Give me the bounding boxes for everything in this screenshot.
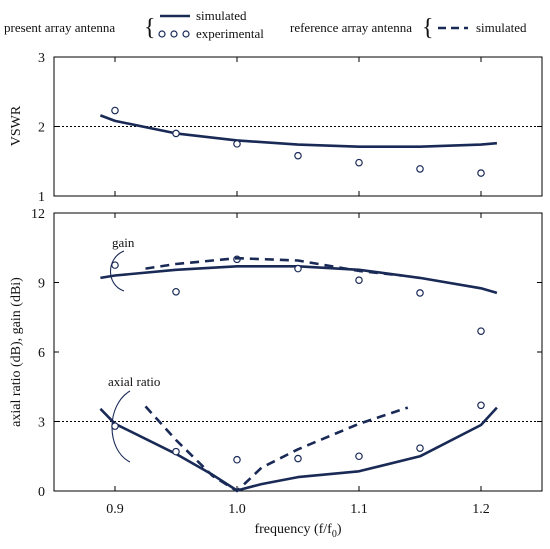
bottom-gain-experimental-point [172,287,180,296]
x-tick-label: 0.9 [106,502,124,517]
legend-experimental-label: experimental [196,26,264,41]
top-simulated-solid-line [99,114,498,148]
bottom-gain-simulated-dashed-line [145,256,402,277]
bottom-axial-ratio-experimental-point [172,447,180,456]
legend: present array antenna { simulated experi… [4,8,527,41]
bottom-y-tick-label: 6 [38,346,45,361]
top-experimental-point [111,106,119,115]
legend-experimental-marker [158,30,166,38]
legend-reference-label: reference array antenna [290,20,412,35]
bottom-gain-experimental-point [477,327,485,335]
legend-present-label: present array antenna [4,20,115,35]
x-tick-label: 1.2 [472,502,490,517]
bottom-axial-ratio-simulated-dashed-line [144,405,409,493]
xlabel-end: ) [337,522,342,537]
legend-brace-reference: { [422,15,434,41]
bottom-y-tick-label: 12 [31,207,45,222]
top-experimental-point [233,140,241,148]
bottom-gain-experimental-point [355,276,363,284]
top-y-tick-label: 2 [38,121,45,136]
top-ylabel: VSWR [9,105,24,146]
bottom-y-tick-label: 9 [38,277,45,292]
top-experimental-point [416,165,424,173]
legend-experimental-marker [182,30,190,38]
bottom-axial-ratio-experimental-point [111,422,119,430]
legend-reference-simulated-label: simulated [476,20,527,35]
top-experimental-point [477,169,485,177]
annotation-gain: gain [112,235,135,250]
bottom-axial-ratio-experimental-point [416,444,424,452]
bottom-axial-ratio-simulated-solid-line [99,406,498,492]
xlabel: frequency (f/f0) [254,522,341,540]
top-experimental-point [172,129,180,138]
legend-experimental-marker [170,30,178,38]
top-y-tick-label: 3 [38,51,45,66]
bottom-gain-experimental-point [294,264,302,273]
xlabel-sub: 0 [332,529,337,540]
top-experimental-point [355,158,363,167]
annotation-axial-ratio: axial ratio [108,374,160,389]
x-tick-label: 1.1 [350,502,368,517]
bottom-axial-ratio-experimental-point [294,454,302,463]
top-experimental-point [294,151,302,160]
legend-simulated-label: simulated [196,8,247,23]
x-tick-label: 1.0 [228,502,246,517]
bottom-y-tick-label: 3 [38,416,45,431]
bottom-gain-experimental-point [111,261,119,269]
bottom-axial-ratio-experimental-point [233,455,241,464]
bottom-y-tick-label: 0 [38,485,45,500]
bottom-ylabel: axial ratio (dB), gain (dBi) [9,277,24,427]
xlabel-main: frequency (f/f [254,522,332,537]
top-y-tick-label: 1 [38,190,45,205]
bottom-axial-ratio-experimental-point [355,452,363,461]
bottom-axial-ratio-experimental-point [477,401,485,410]
bottom-gain-experimental-point [416,289,424,297]
legend-brace-present: { [144,15,156,41]
annotation-gain-bracket [110,250,125,292]
